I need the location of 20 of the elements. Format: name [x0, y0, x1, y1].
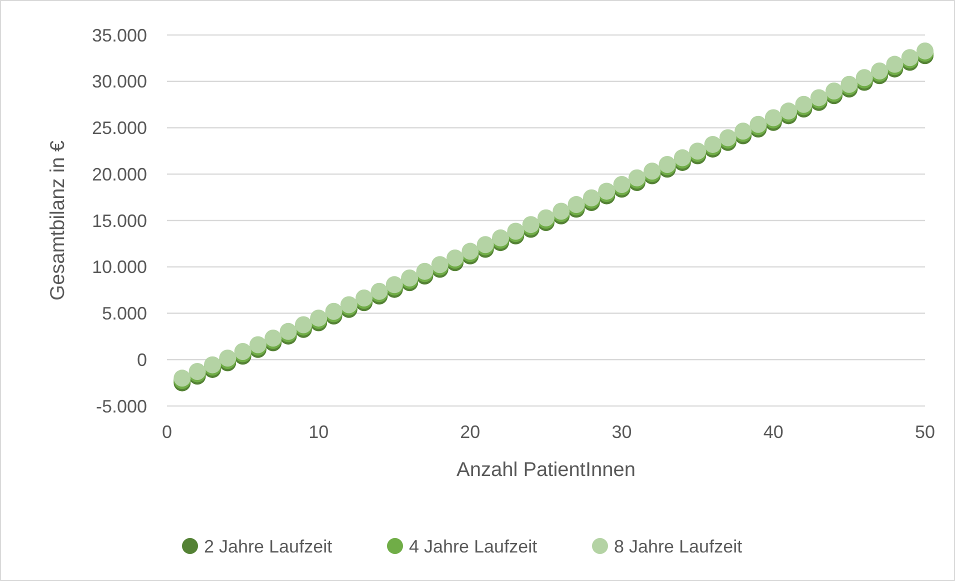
y-tick-label: 0	[136, 350, 147, 370]
x-tick-label: 20	[460, 422, 480, 442]
y-tick-label: 30.000	[92, 72, 147, 92]
y-tick-label: 20.000	[92, 164, 147, 184]
x-tick-label: 10	[308, 422, 329, 442]
x-tick-label: 40	[763, 422, 784, 442]
legend-label: 2 Jahre Laufzeit	[204, 536, 332, 556]
y-tick-label: 25.000	[92, 118, 147, 138]
y-tick-label: 10.000	[92, 257, 147, 278]
y-tick-label: -5.000	[96, 396, 147, 416]
legend-label: 4 Jahre Laufzeit	[409, 536, 538, 556]
legend-label: 8 Jahre Laufzeit	[614, 536, 742, 556]
y-tick-label: 35.000	[92, 25, 147, 46]
y-axis-title: Gesamtbilanz in €	[47, 140, 69, 301]
x-axis-title: Anzahl PatientInnen	[456, 459, 636, 481]
y-tick-label: 15.000	[92, 210, 147, 231]
x-tick-label: 30	[612, 422, 632, 442]
x-tick-label: 50	[914, 422, 936, 442]
y-tick-label: 5.000	[102, 304, 147, 324]
x-tick-label: 0	[162, 422, 172, 442]
